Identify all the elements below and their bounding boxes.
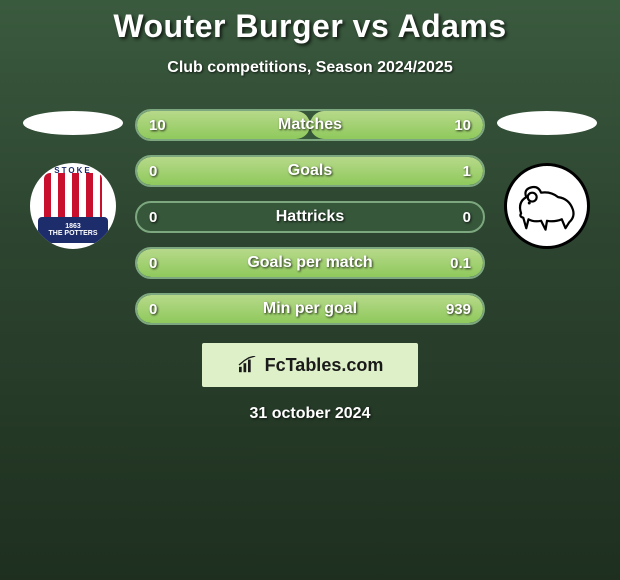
left-oval-marker bbox=[23, 111, 123, 135]
stat-bar: 0Goals1 bbox=[135, 155, 485, 187]
stat-value-right: 939 bbox=[446, 301, 471, 318]
left-club-col: STOKE 1863 THE POTTERS bbox=[23, 109, 123, 249]
right-club-crest bbox=[504, 163, 590, 249]
stat-bar: 10Matches10 bbox=[135, 109, 485, 141]
stat-label: Hattricks bbox=[137, 208, 483, 226]
stat-label: Matches bbox=[137, 116, 483, 134]
right-oval-marker bbox=[497, 111, 597, 135]
date-text: 31 october 2024 bbox=[0, 405, 620, 423]
stoke-banner: 1863 THE POTTERS bbox=[38, 217, 108, 243]
stat-label: Min per goal bbox=[137, 300, 483, 318]
stats-area: STOKE 1863 THE POTTERS 10Matches100Goals… bbox=[0, 109, 620, 325]
stat-value-right: 0 bbox=[463, 209, 471, 226]
watermark-text: FcTables.com bbox=[265, 355, 384, 376]
page-subtitle: Club competitions, Season 2024/2025 bbox=[0, 59, 620, 77]
page-title: Wouter Burger vs Adams bbox=[0, 8, 620, 45]
right-club-col bbox=[497, 109, 597, 249]
watermark: FcTables.com bbox=[202, 343, 418, 387]
stat-bar: 0Min per goal939 bbox=[135, 293, 485, 325]
stat-bar: 0Goals per match0.1 bbox=[135, 247, 485, 279]
stat-label: Goals bbox=[137, 162, 483, 180]
stat-value-right: 10 bbox=[454, 117, 471, 134]
stoke-banner-text: 1863 THE POTTERS bbox=[48, 223, 97, 237]
chart-icon bbox=[237, 356, 259, 374]
stat-value-right: 0.1 bbox=[450, 255, 471, 272]
stat-label: Goals per match bbox=[137, 254, 483, 272]
stoke-nickname: THE POTTERS bbox=[48, 230, 97, 237]
ram-icon bbox=[510, 176, 584, 236]
left-club-crest: STOKE 1863 THE POTTERS bbox=[30, 163, 116, 249]
stat-bars: 10Matches100Goals10Hattricks00Goals per … bbox=[135, 109, 485, 325]
comparison-card: Wouter Burger vs Adams Club competitions… bbox=[0, 0, 620, 423]
stat-value-right: 1 bbox=[463, 163, 471, 180]
stoke-year: 1863 bbox=[65, 223, 81, 230]
stat-bar: 0Hattricks0 bbox=[135, 201, 485, 233]
